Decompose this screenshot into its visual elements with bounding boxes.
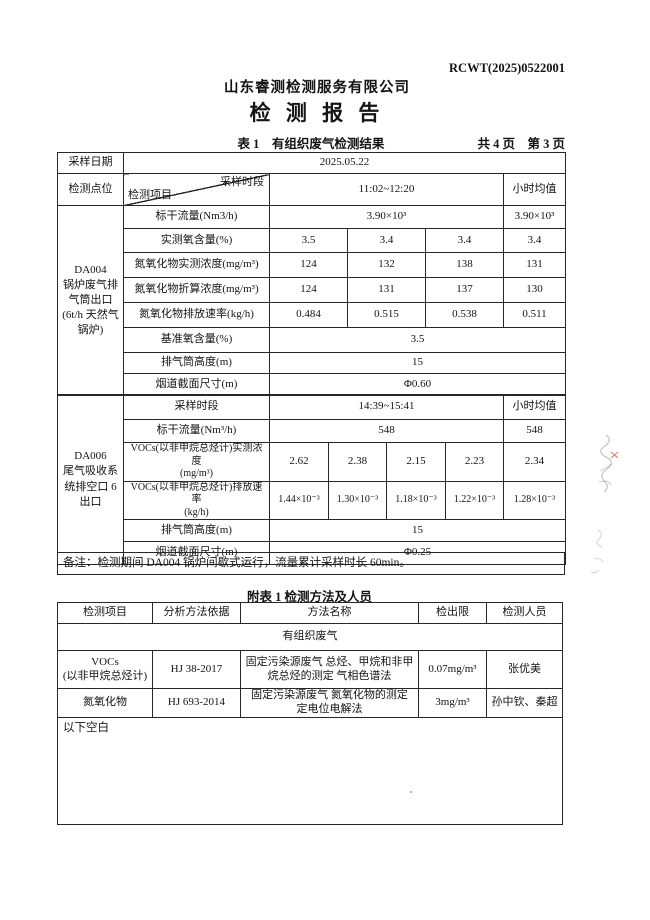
s1-row7-full: Φ0.60 [268,373,567,396]
t2-row0-basis: HJ 38-2017 [152,650,241,689]
s1-row2-v0: 124 [269,252,348,278]
t2-header-limit: 检出限 [418,602,487,624]
s1-row1-label: 实测氧含量(%) [123,228,270,253]
s2-row2-v3: 1.22×10⁻³ [444,480,505,520]
s2-period: 14:39~15:41 [268,394,505,420]
s1-point-name: DA004 锅炉废气排 气筒出口 (6t/h 天然气 锅炉) [57,205,124,396]
diagonal-header-cell: 采样时段 检测项目 [123,173,270,206]
s2-row2-v1: 1.30×10⁻³ [328,480,387,520]
s2-row3-full: 15 [268,519,567,542]
s1-row4-avg: 0.511 [502,302,567,328]
s2-row2-v0: 1.44×10⁻³ [269,480,329,520]
s2-hour-avg-label: 小时均值 [503,394,567,420]
s1-row1-v2: 3.4 [425,228,504,253]
table1-caption: 表 1 有组织废气检测结果 [237,137,385,151]
t2-group-row: 有组织废气 [57,623,563,651]
t2-row0-limit: 0.07mg/m³ [418,650,487,689]
table2-methods-personnel: 检测项目 分析方法依据 方法名称 检出限 检测人员 有组织废气 VOCs (以非… [57,602,563,825]
s1-row0-span-value: 3.90×10³ [269,205,504,229]
page-info: 共 4 页 第 3 页 [477,137,565,151]
s1-row2-v2: 138 [425,252,504,278]
table1-section-da006: DA006 尾气吸收系 统排空口 6 出口 采样时段 14:39~15:41 小… [57,394,567,565]
remark-text: 备注：检测期间 DA004 锅炉间歇式运行，流量累计采样时长 60min。 [57,552,565,575]
s2-row0-avg: 548 [503,419,567,443]
s1-row4-v0: 0.484 [269,302,348,328]
s1-row4-label: 氮氧化物排放速率(kg/h) [123,302,270,328]
sampling-date-value: 2025.05.22 [122,152,567,174]
s1-row1-avg: 3.4 [502,228,567,253]
handwritten-margin-note [590,434,619,574]
s1-row3-v1: 131 [347,277,426,303]
s1-period: 11:02~12:20 [269,173,504,206]
s2-row0-label: 标干流量(Nm³/h) [123,419,270,443]
s1-row6-full: 15 [268,352,567,374]
s2-row1-v2: 2.15 [386,442,446,482]
t2-row0-person: 张优美 [486,650,563,689]
s1-row3-label: 氮氧化物折算浓度(mg/m³) [123,277,270,303]
table1-section-da004: 采样日期 2025.05.22 检测点位 采样时段 检测项目 11:02~12:… [57,152,567,396]
t2-row1-item: 氮氧化物 [57,688,153,718]
s1-row2-label: 氮氧化物实测浓度(mg/m³) [123,252,270,278]
t2-header-method: 方法名称 [240,602,419,624]
scan-speck [410,791,412,793]
s2-period-label: 采样时段 [123,394,270,420]
t2-header-basis: 分析方法依据 [152,602,241,624]
s2-point-name: DA006 尾气吸收系 统排空口 6 出口 [57,394,124,565]
s1-row4-v1: 0.515 [347,302,426,328]
s2-row2-avg: 1.28×10⁻³ [503,480,567,520]
s1-row5-label: 基准氧含量(%) [123,327,270,353]
s1-row2-v1: 132 [347,252,426,278]
point-label: 检测点位 [57,173,124,206]
company-name: 山东睿测检测服务有限公司 [224,80,410,96]
diag-label-period: 采样时段 [220,176,264,188]
s1-row3-v0: 124 [269,277,348,303]
s1-row1-v1: 3.4 [347,228,426,253]
s2-row1-label: VOCs(以非甲烷总烃计)实测浓度 (mg/m³) [123,442,270,482]
t2-row0-item: VOCs (以非甲烷总烃计) [57,650,153,689]
report-title: 检 测 报 告 [249,101,385,125]
s2-row1-avg: 2.34 [503,442,567,482]
table1-remark-row: 备注：检测期间 DA004 锅炉间歇式运行，流量累计采样时长 60min。 [57,552,565,575]
s2-row3-label: 排气筒高度(m) [123,519,270,542]
t2-row1-person: 孙中钦、秦超 [486,688,563,718]
sampling-date-label: 采样日期 [57,152,124,174]
s1-row2-avg: 131 [502,252,567,278]
t2-row1-limit: 3mg/m³ [418,688,487,718]
s2-row2-label: VOCs(以非甲烷总烃计)排放速率 (kg/h) [123,480,270,520]
s1-hour-avg-label: 小时均值 [502,173,567,206]
t2-footer-blank: 以下空白 [57,716,563,825]
s2-row1-v3: 2.23 [444,442,505,482]
s1-row0-label: 标干流量(Nm3/h) [123,205,270,229]
t2-header-item: 检测项目 [57,602,153,624]
diag-label-item: 检测项目 [128,189,172,202]
t2-row0-method: 固定污染源废气 总烃、甲烷和非甲 烷总烃的测定 气相色谱法 [240,650,419,689]
s2-row2-v2: 1.18×10⁻³ [386,480,446,520]
s1-row5-full: 3.5 [268,327,567,353]
s1-row0-avg: 3.90×10³ [502,205,567,229]
table2-caption: 附表 1 检测方法及人员 [246,590,372,604]
t2-header-person: 检测人员 [486,602,563,624]
s1-row7-label: 烟道截面尺寸(m) [123,373,270,396]
s1-row4-v2: 0.538 [425,302,504,328]
s2-row1-v0: 2.62 [269,442,329,482]
s2-row1-v1: 2.38 [328,442,387,482]
t2-row1-basis: HJ 693-2014 [152,688,241,718]
s1-row3-avg: 130 [502,277,567,303]
report-number: RCWT(2025)0522001 [449,61,565,75]
s1-row3-v2: 137 [425,277,504,303]
s1-row1-v0: 3.5 [269,228,348,253]
s2-row0-span-value: 548 [268,419,505,443]
s1-row6-label: 排气筒高度(m) [123,352,270,374]
t2-row1-method: 固定污染源废气 氮氧化物的测定 定电位电解法 [240,688,419,718]
